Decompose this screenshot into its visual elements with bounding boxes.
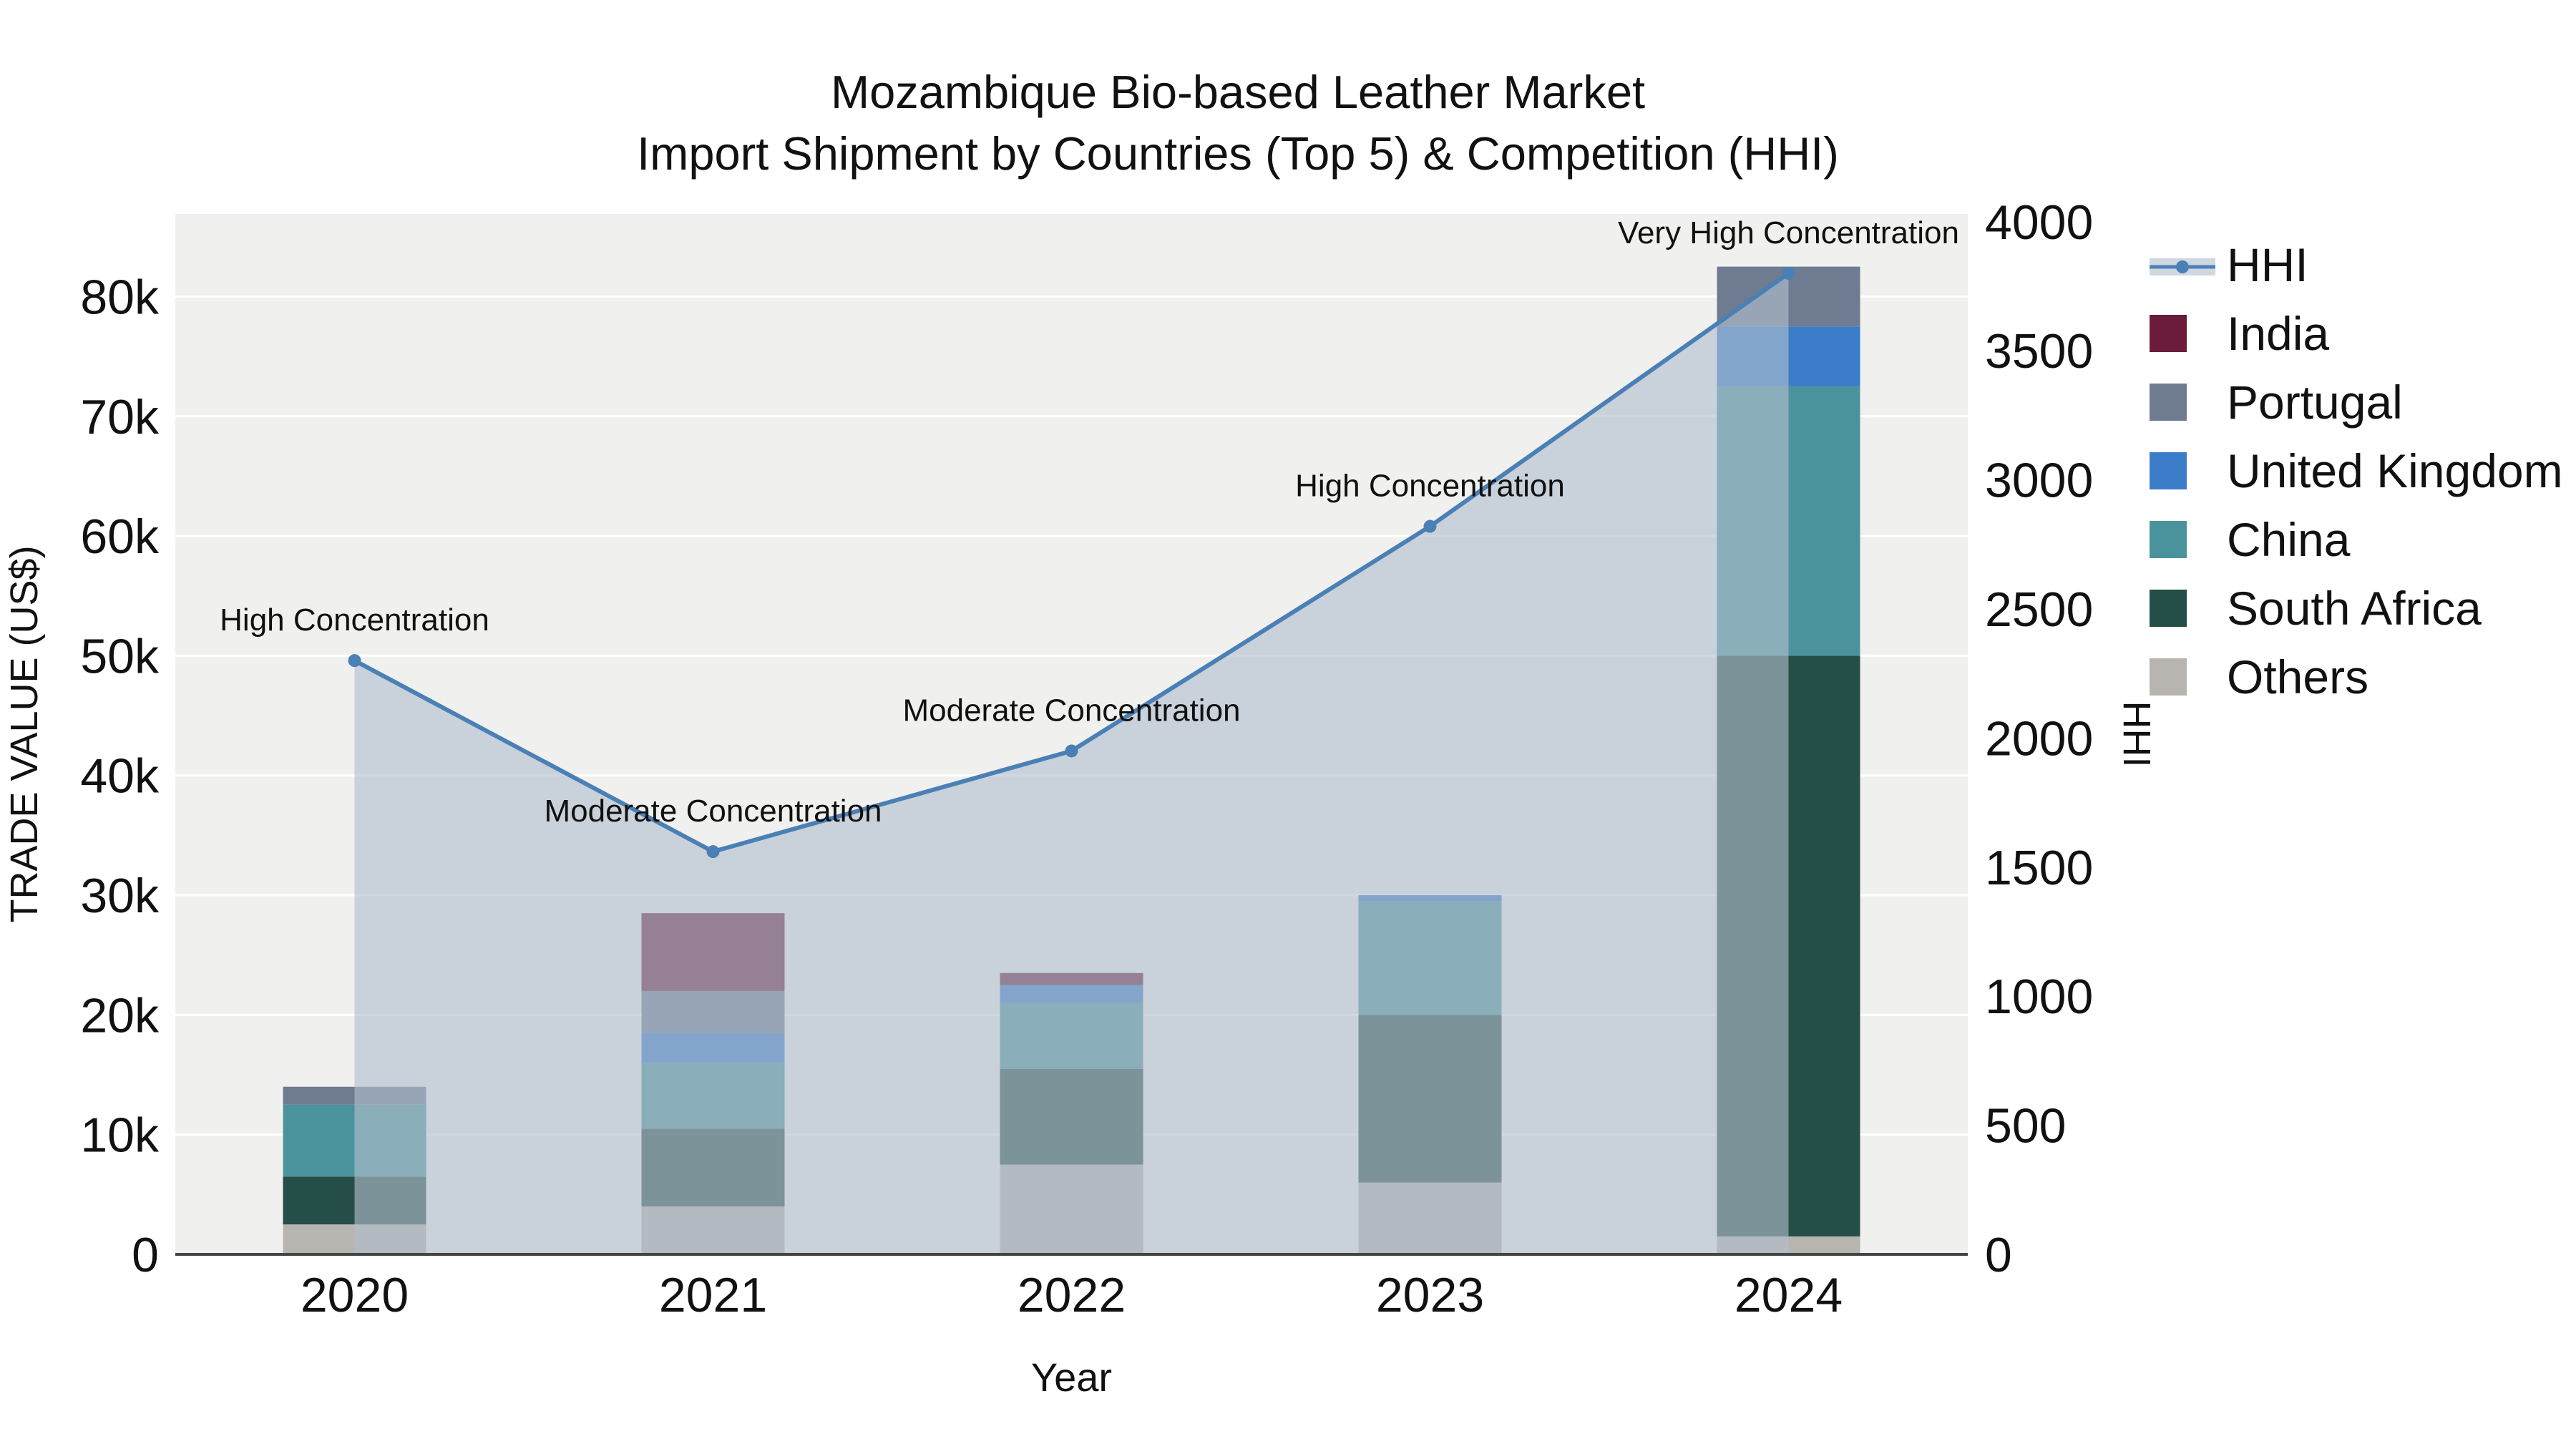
y-right-tick-3500: 3500: [1985, 324, 2093, 379]
legend-color-portugal: [2150, 384, 2187, 421]
hhi-marker-2024[interactable]: [1782, 266, 1795, 280]
annotation-2024: Very High Concentration: [1618, 215, 1959, 250]
annotation-2020: High Concentration: [220, 602, 489, 638]
hhi-marker-2021[interactable]: [706, 845, 720, 859]
x-tick-2022: 2022: [1018, 1268, 1126, 1322]
y-left-tick-40k: 40k: [80, 749, 160, 804]
legend-swatch-china: [2150, 521, 2215, 558]
y-left-axis-title: TRADE VALUE (US$): [3, 545, 46, 922]
legend-item-united-kingdom[interactable]: United Kingdom: [2150, 436, 2563, 505]
y-right-tick-2000: 2000: [1985, 711, 2093, 766]
legend-color-others: [2150, 658, 2187, 696]
legend-label-south-africa: South Africa: [2227, 582, 2482, 635]
legend-color-india: [2150, 315, 2187, 352]
legend-label-portugal: Portugal: [2227, 376, 2403, 429]
chart-title-line2: Import Shipment by Countries (Top 5) & C…: [637, 127, 1839, 180]
y-right-tick-3000: 3000: [1985, 454, 2093, 508]
y-left-tick-50k: 50k: [80, 629, 160, 683]
x-tick-2024: 2024: [1735, 1268, 1843, 1322]
legend-label-united-kingdom: United Kingdom: [2227, 444, 2563, 497]
legend-color-south-africa: [2150, 590, 2187, 627]
y-right-tick-500: 500: [1985, 1099, 2066, 1153]
legend-item-india[interactable]: India: [2150, 299, 2563, 368]
x-tick-2021: 2021: [659, 1268, 767, 1322]
annotation-2021: Moderate Concentration: [544, 794, 882, 829]
y-left-tick-60k: 60k: [80, 509, 160, 564]
y-left-tick-10k: 10k: [80, 1108, 160, 1163]
annotation-2023: High Concentration: [1295, 469, 1565, 504]
legend-label-india: India: [2227, 307, 2330, 360]
legend-item-china[interactable]: China: [2150, 505, 2563, 574]
legend-label-hhi: HHI: [2227, 238, 2308, 291]
legend-item-portugal[interactable]: Portugal: [2150, 368, 2563, 436]
x-tick-2023: 2023: [1376, 1268, 1484, 1322]
y-right-tick-4000: 4000: [1985, 195, 2093, 250]
legend-label-china: China: [2227, 513, 2351, 566]
chart-title: Mozambique Bio-based Leather Market Impo…: [0, 62, 2476, 185]
legend-swatch-others: [2150, 658, 2215, 696]
legend-swatch-united-kingdom: [2150, 452, 2215, 489]
hhi-marker-2020[interactable]: [348, 654, 361, 668]
legend-swatch-india: [2150, 315, 2215, 352]
legend-color-china: [2150, 521, 2187, 558]
y-left-tick-30k: 30k: [80, 869, 160, 923]
y-left-tick-0: 0: [132, 1228, 159, 1282]
legend-swatch-south-africa: [2150, 590, 2215, 627]
hhi-marker-2022[interactable]: [1065, 744, 1078, 758]
y-right-axis-title: HHI: [2115, 701, 2158, 768]
y-right-tick-1500: 1500: [1985, 841, 2093, 895]
chart-title-line1: Mozambique Bio-based Leather Market: [830, 66, 1646, 118]
legend-color-united-kingdom: [2150, 452, 2187, 489]
legend-line-swatch-hhi: [2150, 246, 2215, 283]
annotation-2022: Moderate Concentration: [902, 693, 1240, 728]
y-left-tick-70k: 70k: [80, 390, 160, 444]
legend-item-south-africa[interactable]: South Africa: [2150, 574, 2563, 643]
y-left-tick-80k: 80k: [80, 270, 160, 324]
legend-swatch-portugal: [2150, 384, 2215, 421]
hhi-area: [354, 273, 1789, 1254]
hhi-marker-2023[interactable]: [1423, 519, 1437, 533]
y-right-tick-0: 0: [1985, 1228, 2012, 1282]
legend-item-others[interactable]: Others: [2150, 643, 2563, 711]
y-right-tick-1000: 1000: [1985, 970, 2093, 1024]
legend-label-others: Others: [2227, 650, 2369, 703]
legend-item-hhi[interactable]: HHI: [2150, 230, 2563, 299]
x-axis-title: Year: [1031, 1355, 1112, 1400]
x-tick-2020: 2020: [301, 1268, 409, 1322]
y-left-tick-20k: 20k: [80, 988, 160, 1043]
legend: HHI India Portugal United Kingdom China South…: [2150, 230, 2563, 711]
y-right-tick-2500: 2500: [1985, 582, 2093, 637]
